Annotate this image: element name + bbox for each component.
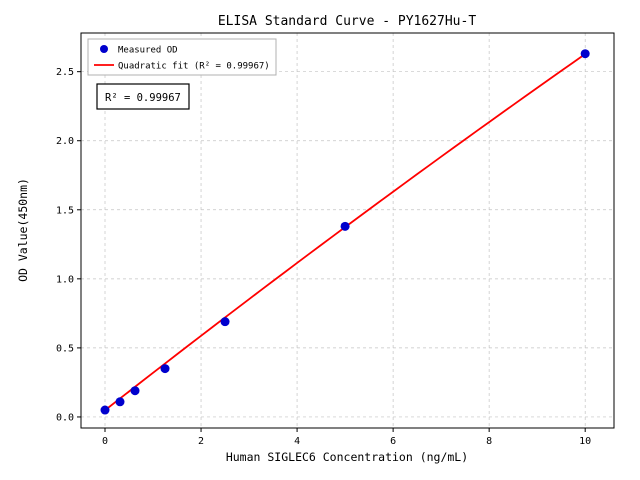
- chart-title: ELISA Standard Curve - PY1627Hu-T: [218, 14, 476, 29]
- axes-frame: [80, 32, 615, 429]
- y-tick-label: 1.0: [56, 274, 74, 285]
- y-tick-label: 0.5: [56, 343, 74, 354]
- x-tick-label: 2: [198, 436, 204, 447]
- r-squared-annotation: R² = 0.99967: [96, 83, 190, 110]
- x-tick-label: 4: [294, 436, 300, 447]
- legend-marker-measured-od: [100, 45, 108, 53]
- x-tick-label: 10: [579, 436, 591, 447]
- data-point: [130, 386, 140, 396]
- x-tick-label: 0: [102, 436, 108, 447]
- x-axis-ticks: 0 2 4 6 8 10: [102, 428, 591, 447]
- legend: Measured OD Quadratic fit (R² = 0.99967): [87, 38, 277, 76]
- legend-label-measured-od: Measured OD: [118, 46, 178, 56]
- data-point: [160, 364, 170, 374]
- legend-label-quadratic-fit: Quadratic fit (R² = 0.99967): [118, 62, 270, 72]
- plot-area: 0 2 4 6 8 10 0.0 0.5 1.0 1.5 2.0 2.5 Measured OD Quad…: [56, 32, 615, 447]
- y-tick-label: 0.0: [56, 412, 74, 423]
- data-point: [220, 317, 230, 327]
- data-point: [115, 397, 125, 407]
- y-tick-label: 2.0: [56, 136, 74, 147]
- x-tick-label: 8: [486, 436, 492, 447]
- data-point: [340, 221, 350, 231]
- y-tick-label: 2.5: [56, 67, 74, 78]
- x-axis-label: Human SIGLEC6 Concentration (ng/mL): [226, 450, 468, 464]
- x-tick-label: 6: [390, 436, 396, 447]
- data-point: [580, 49, 590, 59]
- y-axis-label: OD Value(450nm): [16, 178, 30, 282]
- data-point: [100, 405, 110, 415]
- grid-lines: [81, 33, 614, 428]
- y-axis-ticks: 0.0 0.5 1.0 1.5 2.0 2.5: [56, 67, 81, 423]
- y-tick-label: 1.5: [56, 205, 74, 216]
- r-squared-text: R² = 0.99967: [105, 92, 181, 104]
- measured-od-points: [100, 49, 590, 415]
